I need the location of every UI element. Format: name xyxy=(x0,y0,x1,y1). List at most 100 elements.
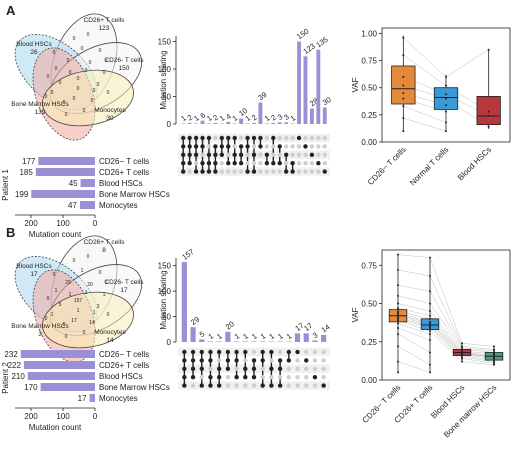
upset-bar-value: 28 xyxy=(308,96,320,108)
patient-label: Patient 2 xyxy=(1,362,10,394)
venn-set-label: Bone Marrow HSCs xyxy=(11,101,69,108)
upset-dot-filled xyxy=(245,169,250,174)
upset-dot-filled xyxy=(251,366,257,371)
upset-dot-empty xyxy=(321,366,326,371)
upset-dot-filled xyxy=(238,144,244,149)
upset-dot-filled xyxy=(277,144,282,149)
upset-dot-filled xyxy=(199,366,204,371)
upset-bar xyxy=(260,341,266,342)
boxplot-point xyxy=(429,363,431,366)
upset-dot-filled xyxy=(271,135,276,141)
boxplot-point xyxy=(397,310,399,313)
venn-region-count: 1 xyxy=(55,288,58,294)
upset-bar xyxy=(268,341,275,342)
upset-dot-empty xyxy=(234,366,239,371)
venn-region-count: 0 xyxy=(81,46,84,52)
boxplot-y-tick-label: 0.00 xyxy=(361,138,377,147)
upset-dot-empty xyxy=(199,375,204,380)
boxplot-point xyxy=(461,353,463,355)
upset-dot-empty xyxy=(277,169,282,174)
boxplot-pair-line xyxy=(461,358,495,364)
venn-region-count: 0 xyxy=(59,80,62,86)
upset-dot-empty xyxy=(200,152,205,157)
upset-dot-filled xyxy=(199,358,204,363)
boxplot-point xyxy=(397,268,399,271)
upset-bar-value: 1 xyxy=(206,331,215,341)
upset-dot-empty xyxy=(296,161,302,166)
upset-dot-empty xyxy=(264,144,270,149)
set-name-label: CD26+ T cells xyxy=(99,168,149,177)
upset-dot-empty xyxy=(245,152,250,157)
upset-dot-empty xyxy=(296,152,302,157)
boxplot-point xyxy=(397,327,399,329)
upset-bar-value: 29 xyxy=(189,315,201,327)
set-name-label: CD26− T cells xyxy=(99,350,149,359)
upset-dot-filled xyxy=(193,135,199,141)
upset-dot-filled xyxy=(245,144,250,149)
boxplot-point xyxy=(493,345,495,348)
venn-region-count: 0 xyxy=(107,312,110,318)
boxplot-pair-line xyxy=(429,311,463,352)
boxplot-point xyxy=(397,284,399,287)
boxplot-point xyxy=(445,93,447,96)
upset-dot-empty xyxy=(290,144,295,149)
upset-dot-empty xyxy=(304,375,309,380)
venn-region-count: 0 xyxy=(67,58,70,64)
boxplot-point xyxy=(429,339,431,342)
upset-dot-filled xyxy=(251,152,257,157)
boxplot-point xyxy=(493,353,495,355)
boxplot-point xyxy=(397,314,399,317)
venn-region-count: 0 xyxy=(87,254,90,260)
venn-region-count: 0 xyxy=(89,60,92,66)
upset-bar xyxy=(321,334,327,342)
upset-dot-empty xyxy=(309,161,315,166)
boxplot-point xyxy=(397,322,399,325)
upset-dot-filled xyxy=(193,144,199,149)
upset-bar-value: 1 xyxy=(285,331,294,341)
upset-bar-value: 1 xyxy=(289,113,298,123)
upset-dot-filled xyxy=(206,161,212,166)
upset-dot-empty xyxy=(269,375,274,380)
upset-bar xyxy=(181,123,186,124)
upset-bar xyxy=(190,327,196,342)
upset-dot-filled xyxy=(290,161,295,166)
upset-dot-filled xyxy=(190,358,196,363)
upset-dot-empty xyxy=(312,366,318,371)
boxplot-ylabel: VAF xyxy=(351,307,360,322)
boxplot-y-tick-label: 0.25 xyxy=(361,338,377,347)
boxplot-point xyxy=(402,92,405,95)
upset-dot-filled xyxy=(277,383,283,388)
upset-dot-filled xyxy=(322,169,327,174)
boxplot-y-tick-label: 0.25 xyxy=(361,111,377,120)
upset-dot-filled xyxy=(193,169,199,174)
venn-region-count: 0 xyxy=(99,48,102,54)
venn-set-count: 17 xyxy=(30,271,38,278)
boxplot-point xyxy=(402,130,405,133)
boxplot-point xyxy=(397,345,399,348)
upset-dot-filled xyxy=(187,161,192,166)
set-size-bar xyxy=(31,190,95,198)
upset-bar xyxy=(297,41,301,124)
upset-bar xyxy=(233,341,240,342)
venn-region-count: 0 xyxy=(105,280,108,286)
boxplot-x-label: Blood HSCs xyxy=(456,145,493,182)
upset-dot-empty xyxy=(206,144,212,149)
boxplot-box xyxy=(476,96,501,126)
venn-region-count: 29 xyxy=(65,280,71,286)
upset-dot-filled xyxy=(226,144,231,149)
upset-dot-filled xyxy=(296,135,302,141)
upset-y-tick-label: 100 xyxy=(158,287,172,296)
upset-dot-empty xyxy=(251,161,257,166)
boxplot-pair-line xyxy=(461,343,495,347)
panel-letter: A xyxy=(6,3,16,18)
venn-region-count: 0 xyxy=(63,322,66,328)
venn-set-count: 8 xyxy=(102,247,106,254)
set-size-value: 232 xyxy=(4,350,18,359)
upset-dot-filled xyxy=(208,375,213,380)
set-size-bar xyxy=(23,361,95,369)
upset-bar-value: 1 xyxy=(263,113,272,123)
upset-dot-filled xyxy=(243,366,248,371)
boxplot-point xyxy=(429,320,431,323)
upset-bar-value: 1 xyxy=(192,113,201,123)
upset-dot-filled xyxy=(312,375,318,380)
